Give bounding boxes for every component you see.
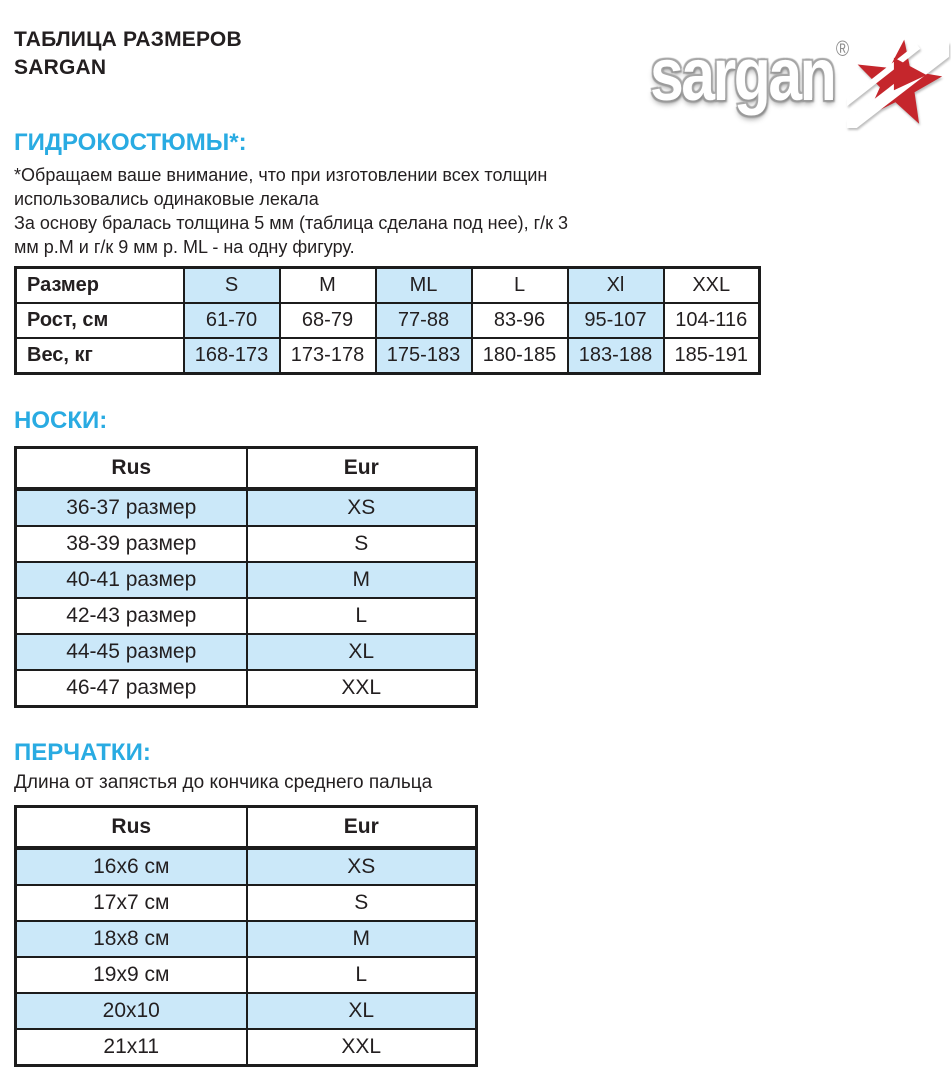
- table-cell: 40-41 размер: [14, 561, 248, 599]
- table-cell: 175-183: [374, 337, 473, 375]
- table-cell: 183-188: [566, 337, 665, 375]
- table-row-label: Вес, кг: [14, 337, 185, 375]
- table-header-cell: S: [182, 266, 281, 304]
- table-row: 44-45 размер XL: [14, 633, 478, 671]
- table-cell: 180-185: [470, 337, 569, 375]
- table-row: Rus Eur: [14, 446, 478, 491]
- table-header-cell: Eur: [245, 446, 478, 491]
- table-row: 19х9 см L: [14, 956, 478, 994]
- registered-mark: ®: [835, 36, 850, 61]
- table-cell: 185-191: [662, 337, 761, 375]
- table-cell: 104-116: [662, 302, 761, 339]
- table-cell: 16х6 см: [14, 847, 248, 886]
- table-cell: 42-43 размер: [14, 597, 248, 635]
- table-row: 40-41 размер M: [14, 561, 478, 599]
- gloves-table: Rus Eur 16х6 см XS 17х7 см S 18х8 см M 1…: [14, 805, 478, 1067]
- page-title-line2: SARGAN: [14, 56, 107, 79]
- table-cell: 20х10: [14, 992, 248, 1030]
- table-row: Вес, кг 168-173 173-178 175-183 180-185 …: [14, 337, 761, 375]
- table-cell: 18х8 см: [14, 920, 248, 958]
- table-cell: 17х7 см: [14, 884, 248, 922]
- table-cell: 44-45 размер: [14, 633, 248, 671]
- sargan-star-icon: [835, 26, 951, 139]
- table-row-label: Рост, см: [14, 302, 185, 339]
- table-header-cell: M: [278, 266, 377, 304]
- wetsuits-note-line: За основу бралась толщина 5 мм (таблица …: [14, 213, 569, 233]
- table-cell: XXL: [245, 669, 478, 708]
- wetsuits-note-line: *Обращаем ваше внимание, что при изготов…: [14, 165, 548, 185]
- table-cell: XXL: [245, 1028, 478, 1067]
- table-row: 18х8 см M: [14, 920, 478, 958]
- socks-table: Rus Eur 36-37 размер XS 38-39 размер S 4…: [14, 446, 478, 708]
- table-row: 21х11 XXL: [14, 1028, 478, 1067]
- table-cell: 36-37 размер: [14, 488, 248, 527]
- table-cell: S: [245, 525, 478, 563]
- table-cell: 19х9 см: [14, 956, 248, 994]
- table-cell: 77-88: [374, 302, 473, 339]
- section-heading-socks: НОСКИ:: [14, 407, 108, 434]
- table-cell: XL: [245, 992, 478, 1030]
- table-cell: 21х11: [14, 1028, 248, 1067]
- table-cell: 168-173: [182, 337, 281, 375]
- table-header-cell: L: [470, 266, 569, 304]
- wetsuits-table: Размер S M ML L Xl XXL Рост, см 61-70 68…: [14, 266, 761, 375]
- table-cell: 95-107: [566, 302, 665, 339]
- sargan-logo: sargan®: [640, 18, 951, 139]
- table-header-cell: XXL: [662, 266, 761, 304]
- table-cell: S: [245, 884, 478, 922]
- table-cell: XS: [245, 488, 478, 527]
- section-heading-gloves: ПЕРЧАТКИ:: [14, 739, 151, 766]
- section-heading-wetsuits: ГИДРОКОСТЮМЫ*:: [14, 129, 247, 156]
- table-row: 46-47 размер XXL: [14, 669, 478, 708]
- table-cell: L: [245, 597, 478, 635]
- table-cell: XL: [245, 633, 478, 671]
- sargan-logo-text: sargan: [650, 33, 837, 116]
- page-title-line1: ТАБЛИЦА РАЗМЕРОВ: [14, 28, 242, 51]
- table-cell: 173-178: [278, 337, 377, 375]
- sargan-logo-wordmark: sargan®: [650, 32, 849, 117]
- wetsuits-note-line: мм р.М и г/к 9 мм р. ML - на одну фигуру…: [14, 237, 355, 257]
- table-header-cell: Xl: [566, 266, 665, 304]
- table-row: 36-37 размер XS: [14, 488, 478, 527]
- table-header-cell: Eur: [245, 805, 478, 850]
- table-cell: 68-79: [278, 302, 377, 339]
- table-cell: 83-96: [470, 302, 569, 339]
- table-cell: M: [245, 561, 478, 599]
- table-cell: 61-70: [182, 302, 281, 339]
- table-cell: 38-39 размер: [14, 525, 248, 563]
- wetsuits-note-line: использовались одинаковые лекала: [14, 189, 319, 209]
- table-header-cell: Rus: [14, 446, 248, 491]
- table-row: 16х6 см XS: [14, 847, 478, 886]
- table-row: Rus Eur: [14, 805, 478, 850]
- table-cell: M: [245, 920, 478, 958]
- table-row: Размер S M ML L Xl XXL: [14, 266, 761, 304]
- table-row: 17х7 см S: [14, 884, 478, 922]
- wetsuits-note: *Обращаем ваше внимание, что при изготов…: [14, 163, 614, 259]
- table-cell: L: [245, 956, 478, 994]
- table-row: 42-43 размер L: [14, 597, 478, 635]
- table-header-cell: Rus: [14, 805, 248, 850]
- table-header-cell: Размер: [14, 266, 185, 304]
- table-cell: XS: [245, 847, 478, 886]
- page-title: ТАБЛИЦА РАЗМЕРОВ SARGAN: [14, 26, 242, 82]
- table-row: 38-39 размер S: [14, 525, 478, 563]
- table-row: 20х10 XL: [14, 992, 478, 1030]
- gloves-subtitle: Длина от запястья до кончика среднего па…: [14, 772, 433, 793]
- table-row: Рост, см 61-70 68-79 77-88 83-96 95-107 …: [14, 302, 761, 339]
- table-cell: 46-47 размер: [14, 669, 248, 708]
- table-header-cell: ML: [374, 266, 473, 304]
